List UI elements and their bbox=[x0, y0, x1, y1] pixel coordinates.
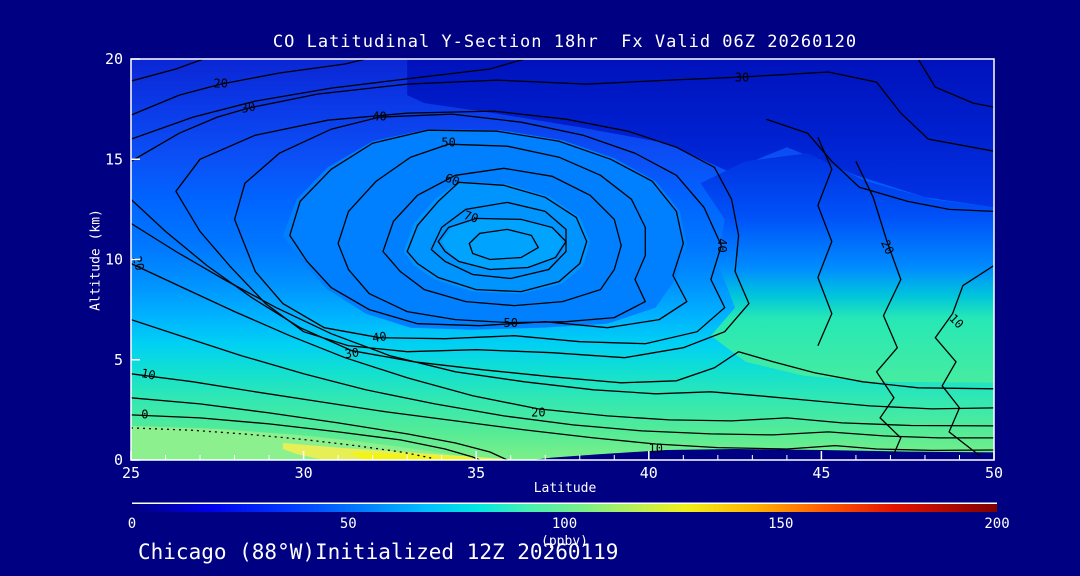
colorbar-tick-label: 150 bbox=[768, 516, 793, 532]
colorbar-tick-label: 50 bbox=[340, 516, 357, 532]
colorbar-tick-label: 0 bbox=[128, 516, 136, 532]
contour-line-45 bbox=[289, 129, 688, 329]
contour-line-25 bbox=[131, 222, 994, 410]
contour-label-30: 30 bbox=[344, 345, 360, 361]
contour-line-60 bbox=[406, 181, 588, 293]
contour-label-40: 40 bbox=[371, 329, 387, 345]
contour-line-30 bbox=[131, 198, 994, 390]
colorbar-tick-label: 100 bbox=[552, 516, 577, 532]
contour-line-25 bbox=[817, 136, 833, 346]
x-axis-label: Latitude bbox=[533, 481, 597, 496]
fill-right-column bbox=[700, 153, 994, 383]
contour-label-0: 0 bbox=[141, 407, 148, 421]
contour-label-20: 20 bbox=[214, 77, 228, 91]
contour-label-40: 40 bbox=[715, 238, 729, 252]
x-tick-label: 30 bbox=[295, 464, 313, 482]
y-tick-label: 10 bbox=[105, 251, 123, 269]
contour-line-20 bbox=[131, 262, 994, 427]
colorbar-unit-label: (ppbv) bbox=[541, 534, 588, 549]
x-tick-label: 40 bbox=[640, 464, 658, 482]
contour-line-20 bbox=[131, 59, 366, 116]
x-tick-label: 35 bbox=[467, 464, 485, 482]
contour-line-30 bbox=[131, 71, 994, 162]
contour-label-30: 30 bbox=[240, 99, 257, 116]
contour-line-25 bbox=[131, 59, 525, 140]
footer-init-text: Chicago (88°W)Initialized 12Z 20260119 bbox=[138, 540, 619, 564]
contour-line-0 bbox=[131, 414, 480, 460]
contour-label-50: 50 bbox=[503, 316, 517, 330]
contour-line-50 bbox=[337, 143, 647, 324]
contour-label-30: 30 bbox=[735, 71, 749, 85]
contour-label-10: 10 bbox=[140, 366, 157, 383]
contour-line-10 bbox=[131, 373, 994, 452]
contour-line-20 bbox=[855, 161, 902, 455]
y-tick-label: 20 bbox=[105, 50, 123, 68]
contour-line-15 bbox=[131, 59, 204, 82]
y-tick-label: 0 bbox=[114, 451, 123, 469]
contour-line-5 bbox=[131, 397, 508, 460]
colorbar-tick-label: 200 bbox=[984, 516, 1009, 532]
contour-line-25 bbox=[917, 59, 994, 108]
contour-line-55 bbox=[382, 167, 622, 307]
contour-label-70: 70 bbox=[462, 208, 480, 226]
y-axis-label: Altitude (km) bbox=[88, 209, 104, 311]
contour-label-20: 20 bbox=[878, 238, 897, 257]
fill-surface-yellowgreen bbox=[282, 443, 522, 460]
contour-line-65 bbox=[430, 201, 567, 280]
page-title: CO Latitudinal Y-Section 18hr Fx Valid 0… bbox=[272, 32, 858, 52]
contour-line-72 bbox=[468, 228, 540, 261]
contour-line-40 bbox=[233, 113, 726, 345]
contour-line-10 bbox=[934, 264, 994, 457]
contour-label-50: 50 bbox=[441, 136, 455, 150]
x-tick-label: 50 bbox=[985, 464, 1003, 482]
fill-dome-core bbox=[441, 219, 563, 269]
contour-line-15 bbox=[131, 318, 994, 439]
x-tick-label: 45 bbox=[812, 464, 830, 482]
contour-line-35 bbox=[175, 110, 750, 359]
contour-line-35 bbox=[765, 118, 994, 213]
y-tick-label: 15 bbox=[105, 150, 123, 168]
colorbar-gradient bbox=[132, 504, 997, 512]
fill-upper-right-low-co bbox=[407, 59, 994, 208]
fill-surface-navy-strip bbox=[531, 449, 994, 460]
x-tick-label: 25 bbox=[122, 464, 140, 482]
contour-label-40: 40 bbox=[372, 110, 386, 124]
y-tick-label: 5 bbox=[114, 351, 123, 369]
fill-surface-yellow bbox=[348, 452, 504, 460]
contour-label-60: 60 bbox=[443, 171, 462, 189]
contour-line-70 bbox=[437, 217, 567, 271]
contour-label-20: 20 bbox=[531, 405, 545, 419]
colorbar-top-line bbox=[132, 502, 997, 504]
contour-label-10: 10 bbox=[648, 441, 662, 455]
